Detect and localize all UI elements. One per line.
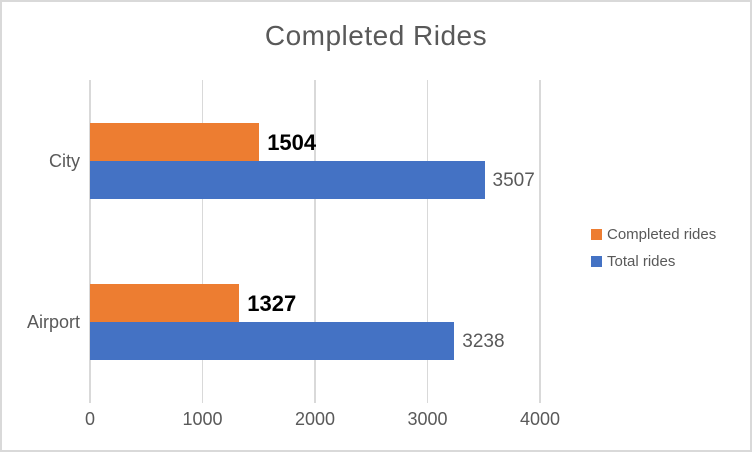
x-tick-label: 1000 <box>182 409 223 429</box>
data-label: 1327 <box>247 290 297 316</box>
legend-label: Completed rides <box>607 226 717 243</box>
legend-item-completed-rides: Completed rides <box>591 226 716 243</box>
x-tick-label: 0 <box>84 409 95 429</box>
gridline-2000 <box>314 80 316 403</box>
bar-completed-rides-airport <box>90 283 240 322</box>
data-label: 3238 <box>462 331 505 352</box>
legend-item-total-rides: Total rides <box>591 253 716 270</box>
gridline-0 <box>89 80 91 403</box>
bar-total-rides-airport <box>90 321 455 360</box>
bar-completed-rides-city <box>90 122 260 161</box>
x-tick-label: 3000 <box>407 409 448 429</box>
data-label: 3507 <box>492 170 535 191</box>
gridline-4000 <box>539 80 541 403</box>
legend-swatch-icon <box>591 256 602 267</box>
data-label: 1504 <box>267 129 317 155</box>
legend-swatch-icon <box>591 229 602 240</box>
gridline-1000 <box>201 80 204 403</box>
x-tick-label: 2000 <box>294 409 336 429</box>
legend: Completed rides Total rides <box>591 226 716 270</box>
chart-title: Completed Rides <box>264 20 488 51</box>
legend-label: Total rides <box>607 253 676 270</box>
bar-total-rides-city <box>90 160 485 199</box>
category-label-airport: Airport <box>26 311 80 332</box>
plot-area: 0 1000 2000 3000 4000 City 1504 3507 Airport 1327… <box>27 80 560 428</box>
category-label-city: City <box>49 150 80 171</box>
x-tick-label: 4000 <box>519 409 561 429</box>
gridline-3000 <box>426 80 429 403</box>
